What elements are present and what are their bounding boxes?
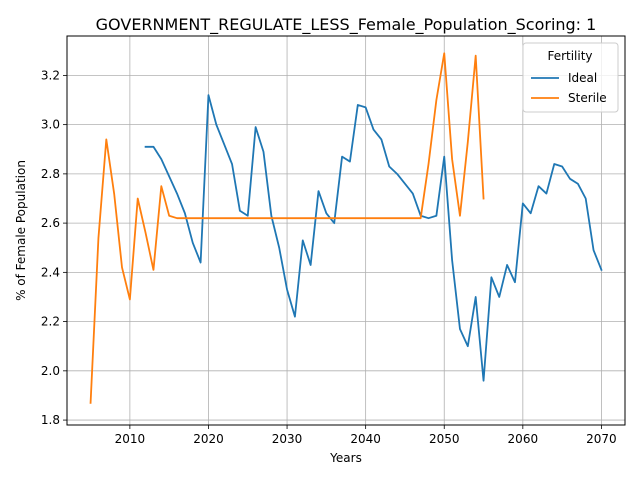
x-axis: 2010 2020 2030 2040 2050 2060 2070 — [115, 425, 617, 446]
y-tick-label: 3.0 — [41, 118, 60, 132]
y-axis: 1.8 2.0 2.2 2.4 2.6 2.8 3.0 3.2 — [41, 68, 67, 427]
x-tick-label: 2040 — [350, 432, 381, 446]
chart-title: GOVERNMENT_REGULATE_LESS_Female_Populati… — [96, 15, 597, 35]
x-tick-label: 2050 — [429, 432, 460, 446]
x-tick-label: 2060 — [508, 432, 539, 446]
y-tick-label: 3.2 — [41, 68, 60, 82]
x-tick-label: 2030 — [272, 432, 303, 446]
y-tick-label: 2.6 — [41, 216, 60, 230]
legend-label-ideal: Ideal — [568, 71, 597, 85]
x-axis-label: Years — [329, 451, 362, 465]
y-tick-label: 2.0 — [41, 364, 60, 378]
legend-label-sterile: Sterile — [568, 91, 607, 105]
x-tick-label: 2010 — [115, 432, 146, 446]
legend: Fertility Ideal Sterile — [522, 42, 619, 113]
plot-frame — [66, 35, 626, 426]
y-tick-label: 2.4 — [41, 265, 60, 279]
series-lines — [89, 52, 603, 404]
x-tick-label: 2070 — [586, 432, 617, 446]
y-axis-label: % of Female Population — [14, 160, 28, 301]
y-tick-label: 2.2 — [41, 315, 60, 329]
grid — [67, 36, 625, 425]
y-tick-label: 1.8 — [41, 413, 60, 427]
legend-box — [522, 42, 619, 113]
y-tick-label: 2.8 — [41, 167, 60, 181]
x-tick-label: 2020 — [193, 432, 224, 446]
legend-title: Fertility — [547, 49, 592, 63]
series-line-sterile — [89, 52, 485, 404]
series-line-ideal — [144, 94, 603, 382]
